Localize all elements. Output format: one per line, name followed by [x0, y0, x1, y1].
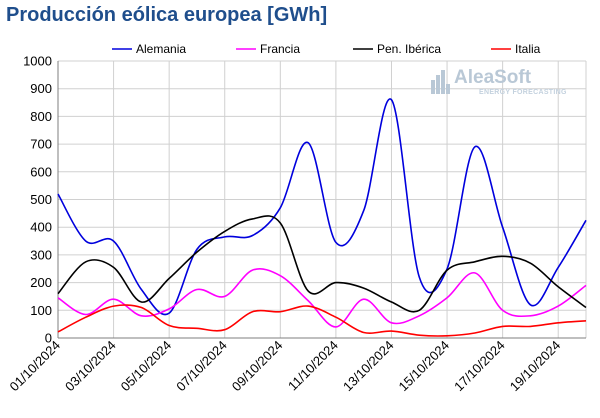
series-line-italia [57, 304, 587, 337]
x-tick-labels: 01/10/202403/10/202405/10/202407/10/2024… [6, 338, 563, 395]
x-tick-label: 11/10/2024 [285, 338, 341, 394]
chart-title: Producción eólica europea [GWh] [6, 4, 328, 26]
y-tick-label: 400 [30, 220, 52, 235]
legend-label-pen-ib-rica: Pen. Ibérica [377, 42, 441, 56]
series-line-francia [57, 268, 587, 328]
series-lines [57, 98, 587, 337]
y-tick-label: 200 [30, 275, 52, 290]
y-tick-label: 500 [30, 192, 52, 207]
series-line-pen-ib-rica [57, 215, 587, 313]
y-tick-label: 900 [30, 81, 52, 96]
axes [57, 61, 586, 339]
x-tick-label: 09/10/2024 [229, 338, 286, 395]
logo-text: AleaSoft [454, 67, 532, 88]
y-tick-label: 700 [30, 137, 52, 152]
y-tick-label: 300 [30, 247, 52, 262]
logo-bars-icon [431, 70, 450, 94]
series-line-alemania [57, 98, 587, 316]
x-tick-label: 15/10/2024 [396, 338, 453, 395]
x-tick-label: 17/10/2024 [451, 338, 508, 395]
y-tick-label: 1000 [23, 54, 52, 69]
gridlines [58, 60, 587, 339]
legend-label-italia: Italia [515, 42, 541, 56]
x-tick-label: 01/10/2024 [6, 338, 63, 395]
legend: Alemania Francia Pen. Ibérica Italia [112, 42, 541, 56]
y-tick-labels: 0 100 200 300 400 500 600 700 800 900 1000 [23, 54, 52, 346]
y-tick-label: 100 [30, 303, 52, 318]
y-tick-label: 800 [30, 109, 52, 124]
legend-label-francia: Francia [260, 42, 300, 56]
x-tick-label: 19/10/2024 [507, 338, 564, 395]
legend-label-alemania: Alemania [136, 42, 186, 56]
y-tick-label: 600 [30, 164, 52, 179]
x-tick-label: 03/10/2024 [62, 338, 119, 395]
aleasoft-logo: AleaSoft ENERGY FORECASTING [431, 67, 567, 96]
x-tick-label: 13/10/2024 [340, 338, 397, 395]
x-tick-label: 05/10/2024 [118, 338, 175, 395]
y-tick-label: 0 [45, 331, 52, 346]
x-tick-label: 07/10/2024 [173, 338, 230, 395]
logo-subtext: ENERGY FORECASTING [479, 89, 567, 96]
